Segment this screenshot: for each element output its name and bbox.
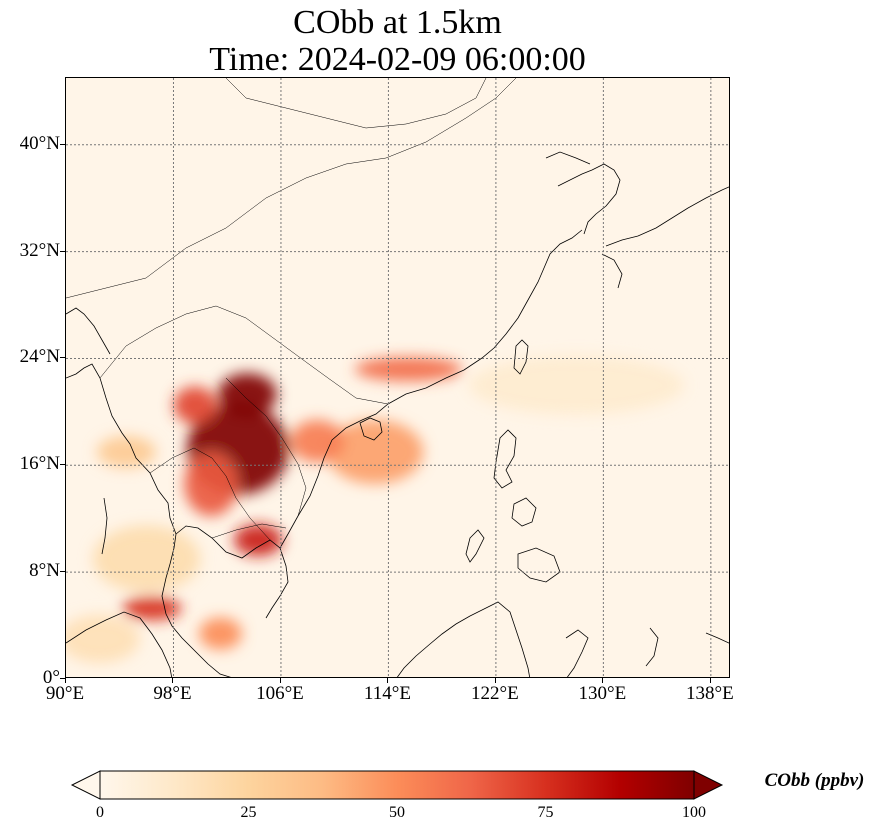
- coastline-visayas: [511, 497, 537, 527]
- plume-pacific-band: [469, 355, 684, 415]
- colorbar-label: CObb (ppbv): [764, 770, 865, 791]
- lon-tick-label: 130°E: [578, 683, 627, 704]
- colorbar-tick-label: 75: [537, 804, 554, 821]
- coastline-bengal: [66, 307, 111, 355]
- lon-tick-mark: [172, 678, 174, 683]
- lat-tick-mark: [60, 464, 65, 466]
- plume-myanmar-east: [173, 386, 217, 424]
- coastline-korea-south: [545, 151, 591, 165]
- plume-laos-north: [217, 373, 277, 416]
- coastline-palawan: [465, 529, 485, 563]
- border-laos-vietnam: [225, 377, 307, 517]
- coastlines: [66, 151, 729, 677]
- lat-tick-label: 16°N: [19, 453, 60, 475]
- coastline-gulf-of-thailand: [175, 525, 289, 619]
- plume-bay-of-bengal: [96, 435, 157, 468]
- plume-tonkin-gulf: [290, 419, 345, 463]
- plot-title-line1: CObb at 1.5km: [293, 4, 502, 41]
- lat-tick-mark: [60, 357, 65, 359]
- lat-tick-mark: [60, 678, 65, 679]
- coastline-andaman-islands: [101, 497, 108, 555]
- plume-south-china-coast: [354, 357, 463, 382]
- border-china-north: [66, 78, 517, 299]
- lat-tick-mark: [60, 143, 65, 145]
- colorbar-extend-low: [70, 770, 101, 800]
- lon-tick-label: 90°E: [45, 683, 85, 704]
- graticule: [66, 78, 729, 677]
- coastline-japan: [605, 186, 729, 247]
- lon-tick-label: 122°E: [471, 683, 519, 704]
- border-thailand-cambodia: [211, 523, 287, 539]
- coastline-taiwan: [513, 339, 529, 375]
- borders: [66, 78, 517, 541]
- plume-andaman-sea: [92, 525, 201, 593]
- coastline-new-guinea: [705, 632, 729, 644]
- plot-title-line2: Time: 2024-02-09 06:00:00: [209, 41, 586, 78]
- plume-malacca: [199, 617, 242, 650]
- coastline-borneo: [396, 601, 531, 677]
- lat-tick-mark: [60, 571, 65, 573]
- lon-tick-mark: [709, 678, 711, 683]
- border-mongolia: [225, 78, 487, 129]
- coastline-sulawesi: [565, 629, 589, 677]
- lat-tick-label: 24°N: [19, 346, 60, 368]
- coastline-korea: [557, 163, 621, 235]
- colorbar-tick-label: 100: [682, 804, 706, 821]
- colorbar-tick-label: 0: [96, 804, 104, 821]
- lon-tick-mark: [387, 678, 389, 683]
- colorbar-tick-label: 25: [240, 804, 257, 821]
- border-myanmar-thailand: [149, 447, 271, 541]
- colorbar: [70, 769, 724, 801]
- lon-tick-label: 114°E: [363, 683, 411, 704]
- plume-equatorial-west: [66, 614, 140, 663]
- map-panel: [65, 77, 730, 678]
- concentration-field: [66, 355, 684, 663]
- lon-tick-label: 106°E: [256, 683, 304, 704]
- coastline-sumatra: [66, 611, 173, 677]
- lat-tick-label: 8°N: [29, 560, 60, 582]
- lon-tick-mark: [602, 678, 604, 683]
- lat-tick-label: 0°: [42, 667, 60, 688]
- coastline-mindanao: [517, 547, 561, 583]
- lon-tick-mark: [279, 678, 281, 683]
- coastline-hainan: [359, 417, 383, 441]
- colorbar-extend-high: [693, 770, 724, 800]
- lon-tick-label: 98°E: [153, 683, 192, 704]
- plume-thailand-central: [184, 451, 238, 517]
- coastline-vietnam: [279, 403, 389, 549]
- coastline-halmahera: [645, 627, 659, 667]
- plume-cambodia: [233, 524, 283, 557]
- lon-tick-mark: [65, 678, 66, 683]
- colorbar-tick-label: 50: [389, 804, 405, 821]
- coastline-luzon: [493, 429, 517, 489]
- lat-tick-label: 32°N: [19, 239, 60, 261]
- coastline-kyushu: [601, 253, 623, 289]
- plume-andaman-south: [122, 596, 182, 621]
- border-china-south: [99, 305, 389, 405]
- lon-tick-mark: [494, 678, 496, 683]
- lon-tick-label: 138°E: [685, 683, 734, 704]
- coastline-indochina: [66, 363, 231, 677]
- coastline-south-china: [387, 229, 583, 405]
- map-canvas: [66, 78, 729, 677]
- plume-sea-plume: [326, 419, 424, 485]
- lat-tick-label: 40°N: [19, 132, 60, 154]
- lat-tick-mark: [60, 250, 65, 252]
- colorbar-gradient: [99, 770, 695, 800]
